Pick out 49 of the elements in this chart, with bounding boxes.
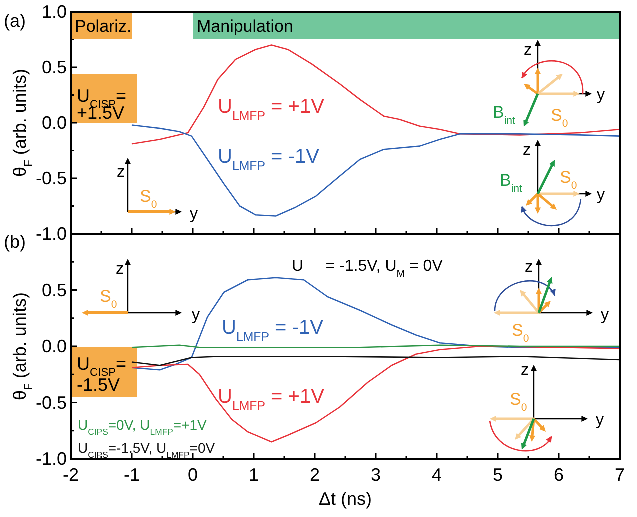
annotation: y [190,206,198,223]
annotation: S$_{0}$ [560,168,578,192]
annotation: S$_{0}$ [551,106,568,130]
series-label: U$_{LMFP}$ = -1V [218,146,320,173]
band-label: Manipulation [197,17,294,36]
x-tick-label: 4 [432,465,442,485]
series-label: U$_{LMFP}$ = +1V [218,96,326,123]
y-tick-label: 0.0 [42,336,67,356]
y-tick-label: 1.0 [42,2,67,22]
annotation: y [596,412,604,429]
x-axis-title: Δt (ns) [318,489,372,509]
series-label: U$_{LMFP}$ = +1V [218,386,326,413]
annotation: z [525,259,533,276]
x-tick-label: 6 [554,465,564,485]
annotation: S$_{0}$ [100,287,118,311]
y-tick-label: 0.5 [42,280,67,300]
annotation: U = -1.5V, U$_{M}$ = 0V [292,258,444,280]
annotation: z [523,142,531,159]
annotation: B$_{int}$ [500,171,523,195]
annotation: z [116,261,124,278]
annotation: y [601,307,609,324]
annotation: y [597,187,605,204]
annotation: z [524,42,532,59]
annotation: S$_{0}$ [510,390,528,414]
y-tick-label: 0.5 [42,58,67,78]
text: (b) [4,232,26,252]
y-tick-label: -1.0 [36,224,67,244]
x-tick-label: 7 [614,465,626,485]
x-tick-label: -1 [124,465,140,485]
annotation: y [192,307,200,324]
x-tick-label: 3 [370,465,382,485]
text: U$_{CIPS}$=0V, U$_{LMFP}$=+1V [78,417,208,437]
annotation: y [597,87,605,104]
annotation: S$_{0}$ [512,321,530,345]
y-tick-label: -0.5 [36,392,67,413]
annotation: z [521,362,529,379]
y-tick-label: 0.0 [42,113,67,133]
x-tick-label: 5 [492,465,504,485]
annotation: z [117,164,125,181]
text: (a) [4,11,26,31]
x-tick-label: 1 [248,465,260,485]
annotation: S$_{0}$ [140,187,158,211]
x-tick-label: 2 [310,465,320,485]
band-label: Polariz. [75,17,132,36]
series-label: U$_{LMFP}$ = -1V [222,317,324,344]
x-tick-label: 0 [188,465,198,485]
y-tick-label: -0.5 [36,168,67,188]
annotation: B$_{int}$ [493,103,516,127]
text: U$_{CIPS}$=-1.5V, U$_{LMFP}$=0V [78,440,216,460]
